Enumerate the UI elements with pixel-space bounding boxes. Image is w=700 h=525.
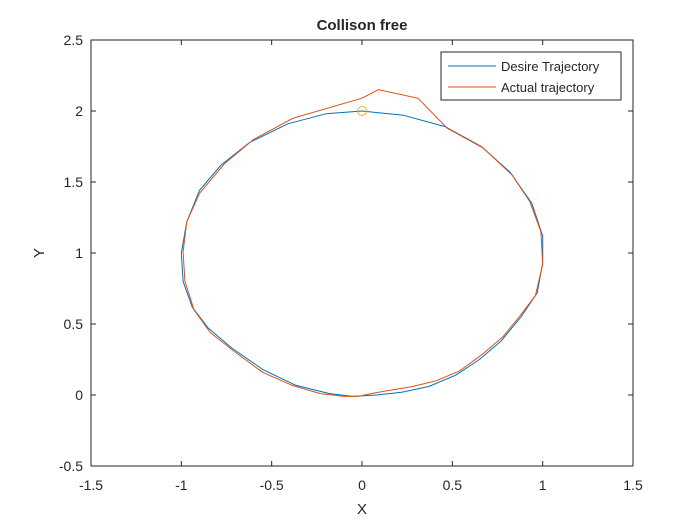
legend-box [440,51,622,101]
legend-label-actual: Actual trajectory [501,80,595,95]
plot-area [90,39,634,467]
series-line-desire-trajectory [180,110,544,397]
y-tick-label: -0.5 [59,458,83,474]
x-tick-label: 1 [539,477,547,493]
markers [357,106,367,116]
chart-title: Collison free [317,17,408,34]
x-tick-label: -1.5 [79,477,103,493]
x-tick-label: 1.5 [623,477,643,493]
series-lines [180,89,544,397]
y-tick-label: 1.5 [64,174,84,190]
legend-label-desire: Desire Trajectory [501,59,600,74]
y-tick-label: 2 [75,103,83,119]
y-tick-label: 0.5 [64,316,84,332]
x-tick-label: -0.5 [260,477,284,493]
marker-circle [357,106,367,116]
y-tick-label: 2.5 [64,32,84,48]
legend: Desire Trajectory Actual trajectory [440,51,622,101]
y-tick-label: 0 [75,387,83,403]
x-tick-label: 0.5 [443,477,463,493]
x-axis-label: X [357,501,367,518]
y-tick-label: 1 [75,245,83,261]
series-line-actual-trajectory [182,89,544,397]
axis-ticks: -1.5 -1 -0.5 0 0.5 1 1.5 -0.5 0 0.5 1 1.5 2 2.5 [59,32,643,493]
x-tick-label: -1 [175,477,188,493]
x-tick-label: 0 [358,477,366,493]
y-axis-label: Y [31,248,48,258]
